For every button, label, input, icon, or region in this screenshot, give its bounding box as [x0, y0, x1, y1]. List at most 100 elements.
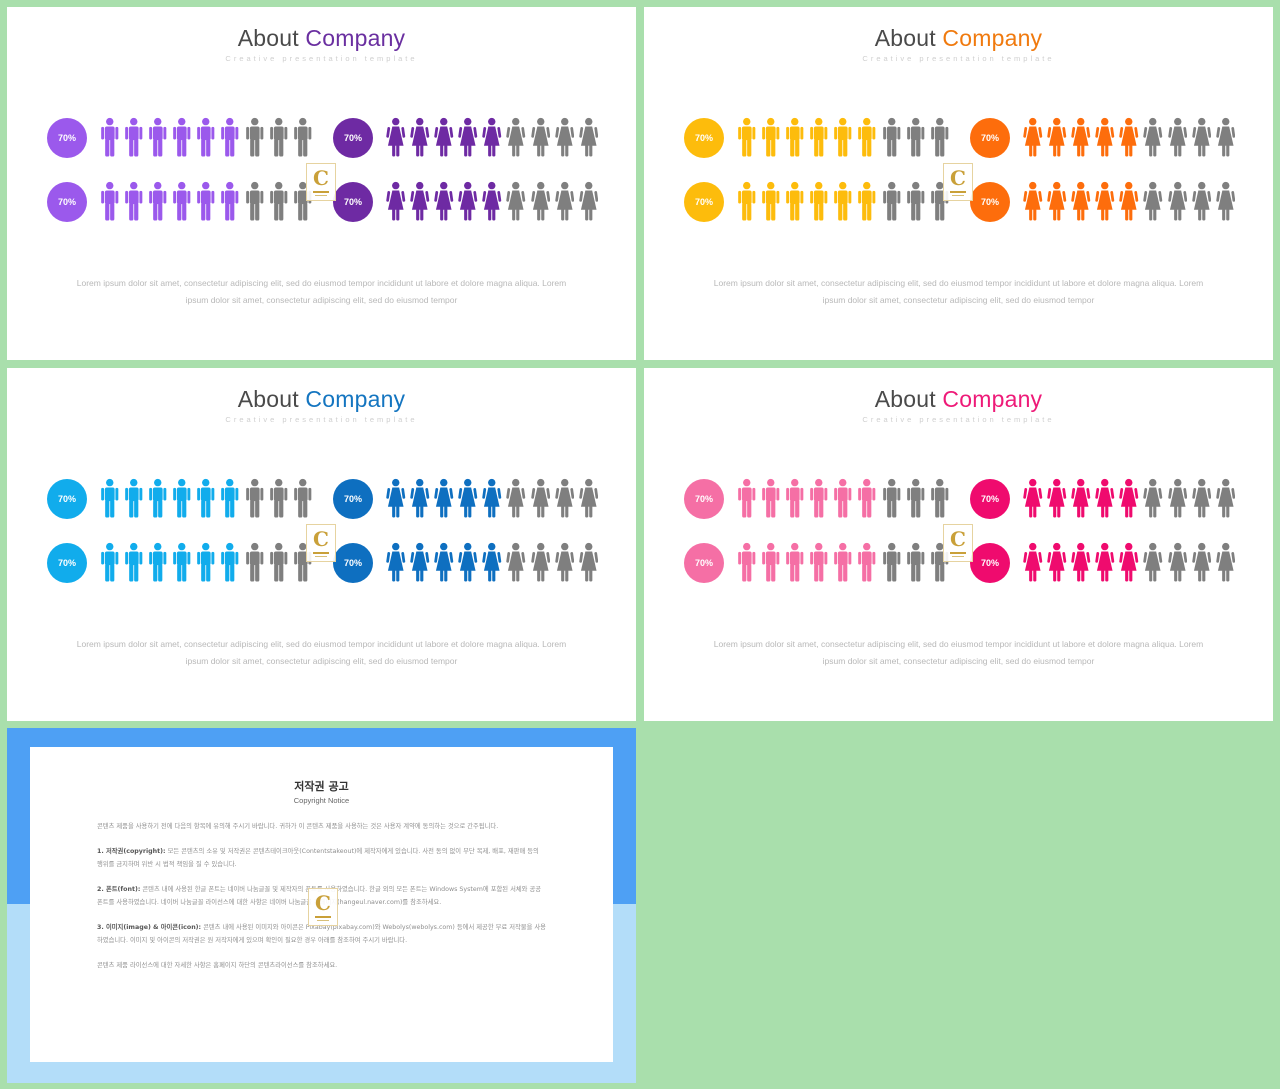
woman-icon: [1119, 542, 1139, 582]
woman-icon: [1047, 117, 1067, 157]
man-icon: [738, 478, 756, 518]
percent-badge: 70%: [333, 479, 373, 519]
man-icon: [245, 478, 263, 518]
slide-description: Lorem ipsum dolor sit amet, consectetur …: [713, 639, 1204, 666]
woman-icon: [434, 117, 454, 157]
man-icon: [810, 181, 828, 221]
man-icon: [810, 117, 828, 157]
woman-icon: [458, 542, 478, 582]
percent-badge: 70%: [47, 182, 87, 222]
woman-icon: [530, 181, 550, 221]
woman-icon: [434, 181, 454, 221]
man-icon: [245, 117, 263, 157]
percent-badge: 70%: [47, 118, 87, 158]
man-icon: [858, 181, 876, 221]
woman-icon: [1119, 181, 1139, 221]
woman-icon: [1071, 117, 1091, 157]
women-row: [1023, 181, 1235, 221]
copyright-footer: 콘텐츠 제품 라이선스에 대한 자세한 사항은 홈페이지 하단의 콘텐츠라이선스…: [97, 962, 338, 969]
copyright-card: 저작권 공고 Copyright Notice 콘텐츠 제품을 사용하기 전에 …: [30, 747, 613, 1062]
copyright-section-3-head: 3. 이미지(image) & 아이콘(icon):: [97, 924, 202, 931]
woman-icon: [579, 181, 598, 221]
woman-icon: [506, 542, 526, 582]
man-icon: [197, 181, 215, 221]
man-icon: [786, 542, 804, 582]
copyright-section-2-body: 콘텐츠 내에 사용된 한글 폰트는 네이버 나눔글꼴 및 제작자의 폰트를 사용…: [97, 886, 542, 906]
percent-badge: 70%: [684, 118, 724, 158]
woman-icon: [410, 478, 430, 518]
percent-badge: 70%: [333, 118, 373, 158]
woman-icon: [386, 478, 406, 518]
woman-icon: [410, 542, 430, 582]
woman-icon: [386, 117, 406, 157]
woman-icon: [434, 478, 454, 518]
man-icon: [197, 478, 215, 518]
woman-icon: [506, 117, 526, 157]
percent-badge: 70%: [684, 543, 724, 583]
man-icon: [858, 117, 876, 157]
man-icon: [221, 478, 239, 518]
contents-logo-icon: C: [306, 524, 336, 562]
men-row: [100, 542, 312, 582]
man-icon: [738, 542, 756, 582]
woman-icon: [434, 542, 454, 582]
man-icon: [834, 117, 852, 157]
percent-badge: 70%: [684, 479, 724, 519]
man-icon: [930, 117, 949, 157]
man-icon: [125, 117, 143, 157]
man-icon: [101, 542, 119, 582]
man-icon: [906, 181, 924, 221]
woman-icon: [530, 117, 550, 157]
copyright-section-2: 2. 폰트(font): 콘텐츠 내에 사용된 한글 폰트는 네이버 나눔글꼴 …: [97, 883, 546, 909]
woman-icon: [1023, 478, 1043, 518]
man-icon: [930, 478, 949, 518]
percent-badge: 70%: [970, 543, 1010, 583]
woman-icon: [482, 117, 502, 157]
women-row: [386, 117, 598, 157]
copyright-section-3-body: 콘텐츠 내에 사용된 이미지와 아이콘은 Pixabay(pixabay.com…: [97, 924, 546, 944]
slide-description: Lorem ipsum dolor sit amet, consectetur …: [76, 639, 567, 666]
title-plain: About: [874, 386, 943, 412]
woman-icon: [1071, 181, 1091, 221]
percent-badge: 70%: [684, 182, 724, 222]
copyright-section-1-body: 모든 콘텐츠의 소유 및 저작권은 콘텐츠테이크아웃(Contentstakeo…: [97, 848, 539, 868]
man-icon: [221, 181, 239, 221]
woman-icon: [554, 181, 574, 221]
slide-title: About Company: [644, 25, 1273, 52]
man-icon: [930, 542, 949, 582]
men-row: [100, 478, 312, 518]
man-icon: [293, 117, 312, 157]
man-icon: [762, 181, 780, 221]
man-icon: [125, 542, 143, 582]
men-row: [737, 478, 949, 518]
woman-icon: [1167, 117, 1187, 157]
man-icon: [173, 542, 191, 582]
woman-icon: [1216, 181, 1235, 221]
man-icon: [786, 117, 804, 157]
men-row: [737, 117, 949, 157]
woman-icon: [1095, 542, 1115, 582]
copyright-section-1: 1. 저작권(copyright): 모든 콘텐츠의 소유 및 저작권은 콘텐츠…: [97, 845, 546, 871]
man-icon: [882, 181, 900, 221]
woman-icon: [1071, 542, 1091, 582]
title-accent: Company: [942, 25, 1043, 51]
title-accent: Company: [305, 386, 406, 412]
percent-badge: 70%: [47, 479, 87, 519]
men-row: [100, 117, 312, 157]
man-icon: [834, 478, 852, 518]
contents-logo-icon: C: [943, 524, 973, 562]
slide-subtitle: Creative presentation template: [225, 54, 418, 63]
man-icon: [906, 117, 924, 157]
slide-description: Lorem ipsum dolor sit amet, consectetur …: [76, 278, 567, 305]
percent-badge: 70%: [333, 182, 373, 222]
woman-icon: [554, 542, 574, 582]
woman-icon: [1023, 117, 1043, 157]
man-icon: [101, 181, 119, 221]
woman-icon: [1167, 478, 1187, 518]
copyright-intro: 콘텐츠 제품을 사용하기 전에 다음의 항목에 유의해 주시기 바랍니다. 귀하…: [97, 823, 499, 830]
man-icon: [293, 478, 312, 518]
man-icon: [173, 181, 191, 221]
woman-icon: [506, 478, 526, 518]
percent-badge: 70%: [970, 118, 1010, 158]
percent-badge: 70%: [970, 182, 1010, 222]
